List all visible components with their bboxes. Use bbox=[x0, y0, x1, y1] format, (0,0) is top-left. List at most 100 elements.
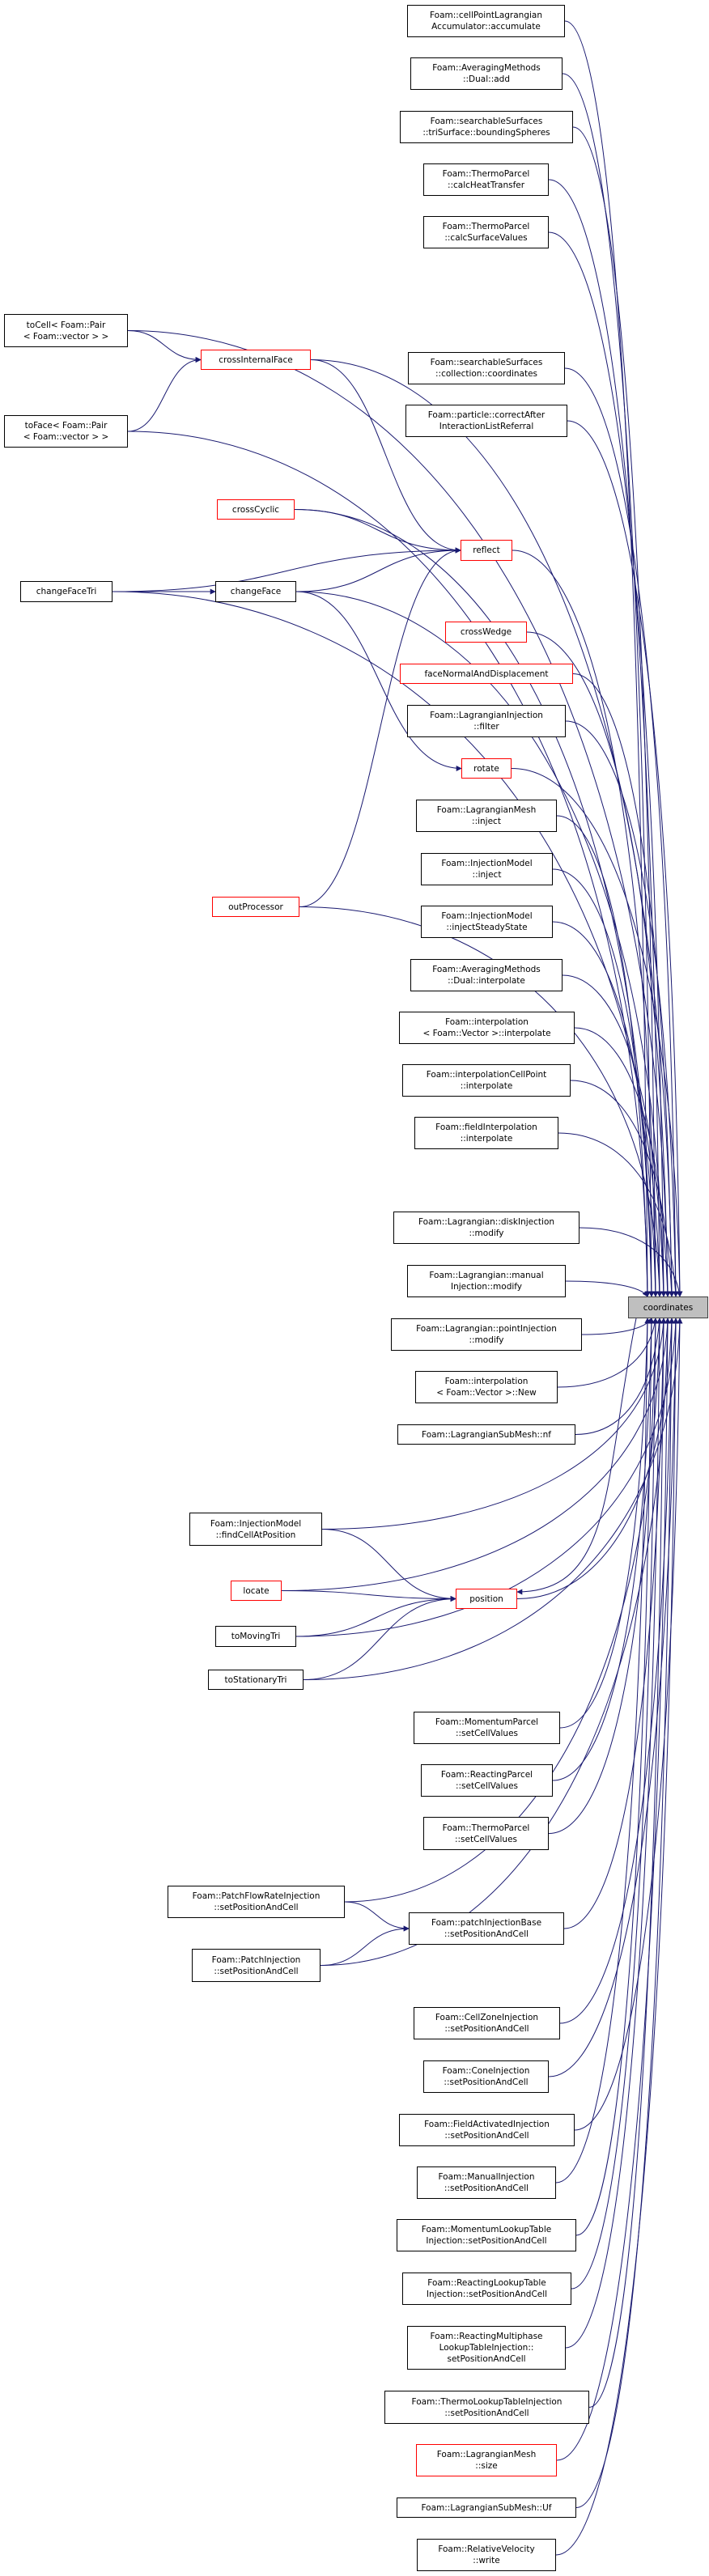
graph-node-model-inject[interactable]: Foam::InjectionModel::inject bbox=[421, 853, 553, 885]
graph-node-cross-internal-face[interactable]: crossInternalFace bbox=[201, 350, 311, 370]
edge-manual-modify-to-coordinates bbox=[565, 1280, 648, 1297]
node-label-line: LookupTableInjection:: bbox=[439, 2343, 534, 2353]
graph-node-coordinates: coordinates bbox=[628, 1296, 708, 1318]
graph-node-out-processor[interactable]: outProcessor bbox=[212, 897, 299, 917]
graph-node-thermo-lookup[interactable]: Foam::ThermoLookupTableInjection::setPos… bbox=[384, 2391, 589, 2424]
node-label-line: Foam::LagrangianInjection bbox=[430, 711, 543, 720]
graph-node-bounding-spheres[interactable]: Foam::searchableSurfaces::triSurface::bo… bbox=[400, 111, 573, 143]
graph-node-mesh-inject[interactable]: Foam::LagrangianMesh::inject bbox=[416, 800, 557, 832]
edge-point-modify-to-coordinates bbox=[581, 1318, 652, 1335]
node-label-line: Foam::ReactingParcel bbox=[440, 1770, 533, 1780]
edge-reacting-setcell-to-coordinates bbox=[552, 1318, 655, 1781]
graph-node-interp-vector[interactable]: Foam::interpolation < Foam::Vector >::int… bbox=[399, 1012, 575, 1044]
graph-node-reacting-setcell[interactable]: Foam::ReactingParcel::setCellValues bbox=[421, 1764, 553, 1797]
graph-node-mesh-size[interactable]: Foam::LagrangianMesh::size bbox=[416, 2444, 557, 2476]
graph-node-manual-modify[interactable]: Foam::Lagrangian::manual Injection::modif… bbox=[407, 1265, 566, 1297]
graph-node-interp-new[interactable]: Foam::interpolation < Foam::Vector >::New bbox=[415, 1371, 558, 1403]
edge-disk-modify-to-coordinates bbox=[579, 1227, 682, 1297]
graph-node-patch-injection[interactable]: Foam::PatchInjection::setPositionAndCell bbox=[192, 1949, 321, 1982]
graph-node-change-face[interactable]: changeFace bbox=[215, 581, 296, 602]
graph-node-face-normal[interactable]: faceNormalAndDisplacement bbox=[400, 664, 573, 684]
graph-node-inject-steady[interactable]: Foam::InjectionModel::injectSteadyState bbox=[421, 906, 553, 938]
graph-node-field-interp[interactable]: Foam::fieldInterpolation::interpolate bbox=[414, 1117, 558, 1149]
node-label-line: Foam::interpolationCellPoint bbox=[426, 1070, 547, 1080]
node-label-line: Foam::MomentumParcel bbox=[435, 1717, 539, 1727]
graph-node-submesh-nf[interactable]: Foam::LagrangianSubMesh::nf bbox=[397, 1424, 575, 1445]
graph-node-dual-add[interactable]: Foam::AveragingMethods::Dual::add bbox=[410, 57, 563, 90]
edge-to-moving-tri-to-position bbox=[295, 1596, 456, 1637]
edge-momentum-lookup-to-coordinates bbox=[575, 1318, 655, 2236]
graph-node-disk-modify[interactable]: Foam::Lagrangian::diskInjection::modify bbox=[393, 1212, 580, 1244]
graph-node-reflect[interactable]: reflect bbox=[461, 540, 512, 561]
node-label-line: Foam::InjectionModel bbox=[441, 859, 533, 868]
graph-node-to-face[interactable]: toFace< Foam::Pair < Foam::vector > > bbox=[4, 415, 128, 448]
edge-coordinates-to-position bbox=[516, 1318, 637, 1595]
graph-node-injection-filter[interactable]: Foam::LagrangianInjection::filter bbox=[407, 705, 566, 737]
edge-field-activated-to-coordinates bbox=[574, 1318, 683, 2131]
edge-out-processor-to-reflect bbox=[299, 547, 461, 907]
graph-node-calc-surface-values[interactable]: Foam::ThermoParcel::calcSurfaceValues bbox=[423, 216, 549, 248]
graph-node-point-modify[interactable]: Foam::Lagrangian::pointInjection::modify bbox=[391, 1318, 582, 1351]
node-label-line: Foam::fieldInterpolation bbox=[435, 1122, 537, 1132]
edge-thermo-lookup-to-coordinates bbox=[588, 1318, 667, 2408]
graph-node-cross-cyclic[interactable]: crossCyclic bbox=[217, 499, 295, 520]
node-label-line: ::setCellValues bbox=[455, 1781, 519, 1791]
graph-node-patch-flow-rate[interactable]: Foam::PatchFlowRateInjection::setPositio… bbox=[168, 1886, 345, 1918]
node-label-line: ::setPositionAndCell bbox=[444, 2077, 529, 2087]
edge-interp-cell-point-to-coordinates bbox=[570, 1080, 675, 1297]
node-label-line: ::injectSteadyState bbox=[446, 923, 528, 932]
node-label-line: Foam::MomentumLookupTable bbox=[421, 2225, 552, 2234]
graph-node-thermo-setcell[interactable]: Foam::ThermoParcel::setCellValues bbox=[423, 1817, 549, 1850]
graph-node-to-stationary-tri[interactable]: toStationaryTri bbox=[208, 1670, 304, 1690]
node-label-line: ::findCellAtPosition bbox=[215, 1530, 296, 1540]
graph-node-position[interactable]: position bbox=[456, 1589, 517, 1609]
graph-node-to-cell[interactable]: toCell< Foam::Pair < Foam::vector > > bbox=[4, 314, 128, 347]
graph-node-dual-interpolate[interactable]: Foam::AveragingMethods::Dual::interpolat… bbox=[410, 959, 563, 991]
graph-node-calc-heat-transfer[interactable]: Foam::ThermoParcel::calcHeatTransfer bbox=[423, 163, 549, 196]
graph-node-locate[interactable]: locate bbox=[231, 1581, 282, 1601]
node-label-line: Foam::searchableSurfaces bbox=[430, 117, 543, 126]
edge-out-processor-to-coordinates bbox=[299, 906, 663, 1297]
edge-change-face-to-rotate bbox=[295, 591, 462, 771]
graph-node-momentum-setcell[interactable]: Foam::MomentumParcel::setCellValues bbox=[414, 1712, 560, 1744]
edge-interp-new-to-coordinates bbox=[557, 1318, 658, 1388]
graph-node-manual-injection[interactable]: Foam::ManualInjection::setPositionAndCel… bbox=[417, 2166, 556, 2199]
node-label-line: ::calcHeatTransfer bbox=[447, 180, 525, 190]
node-label-line: ::setPositionAndCell bbox=[444, 2024, 529, 2034]
graph-node-find-cell[interactable]: Foam::InjectionModel::findCellAtPosition bbox=[189, 1513, 322, 1546]
node-label-line: Foam::ThermoLookupTableInjection bbox=[411, 2396, 563, 2407]
node-label-line: ::Dual::add bbox=[462, 74, 510, 84]
graph-node-accumulate[interactable]: Foam::cellPointLagrangian Accumulator::ac… bbox=[407, 5, 565, 37]
edge-injection-filter-to-coordinates bbox=[565, 720, 679, 1297]
edge-face-normal-to-coordinates bbox=[572, 673, 675, 1297]
edge-correct-after-to-coordinates bbox=[567, 420, 683, 1297]
graph-node-cross-wedge[interactable]: crossWedge bbox=[445, 622, 527, 643]
graph-node-to-moving-tri[interactable]: toMovingTri bbox=[215, 1626, 296, 1647]
edge-reacting-lookup-to-coordinates bbox=[571, 1318, 659, 2290]
node-label-line: Foam::LagrangianMesh bbox=[436, 805, 537, 815]
graph-node-reacting-lookup[interactable]: Foam::ReactingLookupTable Injection::setP… bbox=[402, 2273, 571, 2305]
graph-node-cell-zone[interactable]: Foam::CellZoneInjection::setPositionAndC… bbox=[414, 2007, 560, 2039]
graph-node-correct-after[interactable]: Foam::particle::correctAfter InteractionL… bbox=[405, 405, 567, 437]
node-label-line: ::setPositionAndCell bbox=[214, 1903, 299, 1912]
node-label-line: Foam::LagrangianSubMesh::nf bbox=[422, 1429, 551, 1440]
graph-node-interp-cell-point[interactable]: Foam::interpolationCellPoint::interpolat… bbox=[402, 1064, 571, 1097]
graph-node-collection-coordinates[interactable]: Foam::searchableSurfaces::collection::co… bbox=[408, 352, 565, 384]
graph-node-patch-injection-base[interactable]: Foam::patchInjectionBase::setPositionAnd… bbox=[409, 1912, 564, 1945]
node-label-line: ::write bbox=[473, 2556, 500, 2565]
edge-to-face-to-coordinates bbox=[127, 431, 651, 1297]
graph-node-field-activated[interactable]: Foam::FieldActivatedInjection::setPositi… bbox=[399, 2114, 575, 2146]
graph-node-reacting-multiphase[interactable]: Foam::ReactingMultiphase LookupTableInjec… bbox=[407, 2326, 566, 2370]
graph-node-cone[interactable]: Foam::ConeInjection::setPositionAndCell bbox=[423, 2060, 549, 2093]
edge-position-to-coordinates bbox=[516, 1318, 675, 1599]
node-label-line: crossInternalFace bbox=[219, 354, 293, 365]
graph-node-momentum-lookup[interactable]: Foam::MomentumLookupTable Injection::setP… bbox=[397, 2219, 576, 2251]
edge-patch-injection-base-to-coordinates bbox=[563, 1318, 667, 1929]
edge-inject-steady-to-coordinates bbox=[552, 921, 659, 1297]
graph-node-submesh-uf[interactable]: Foam::LagrangianSubMesh::Uf bbox=[397, 2497, 576, 2518]
graph-node-relative-velocity[interactable]: Foam::RelativeVelocity::write bbox=[417, 2539, 556, 2571]
graph-node-change-face-tri[interactable]: changeFaceTri bbox=[20, 581, 113, 602]
graph-node-rotate[interactable]: rotate bbox=[461, 758, 512, 779]
node-label-line: ::setCellValues bbox=[454, 1834, 518, 1844]
